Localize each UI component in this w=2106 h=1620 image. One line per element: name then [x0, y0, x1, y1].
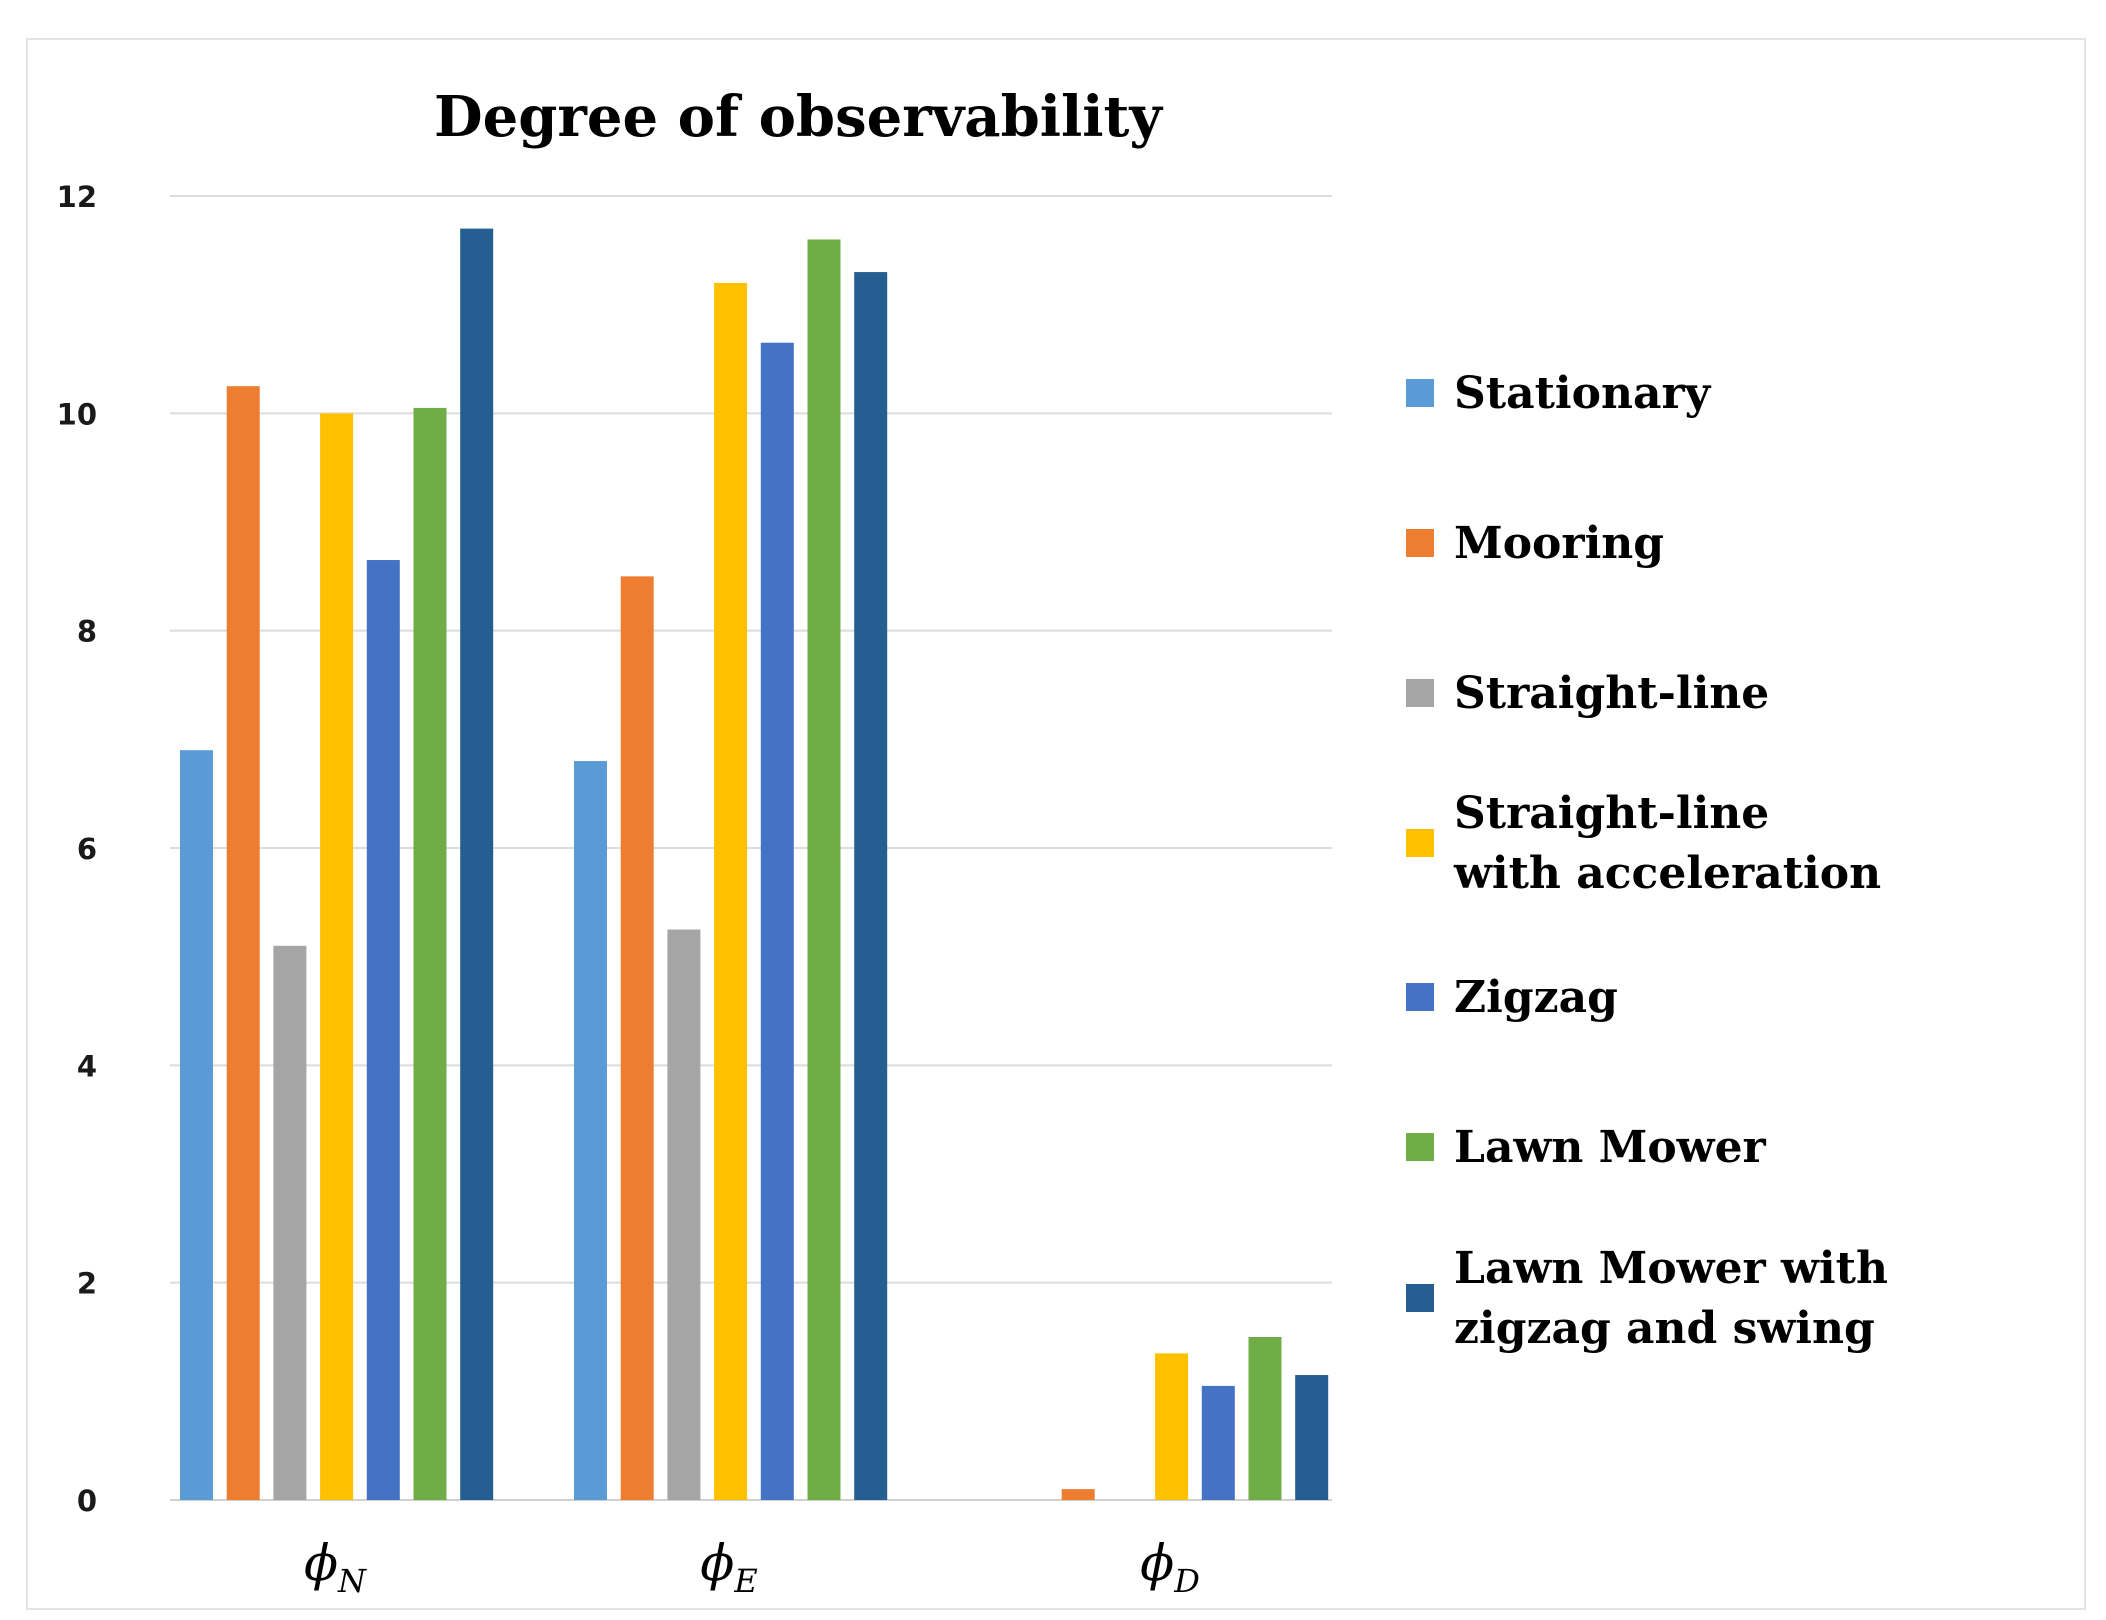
- x-axis-category-labels: ϕN ϕE ϕD: [304, 1534, 1200, 1600]
- bar-mooring-2: [1061, 1489, 1095, 1500]
- legend-label: zigzag and swing: [1454, 1303, 1875, 1354]
- y-tick-label: 6: [77, 832, 97, 866]
- bar-mooring-0: [226, 386, 260, 1501]
- bar-lawn-mower-with-zigzag-and-swing-2: [1295, 1375, 1329, 1500]
- bar-lawn-mower-2: [1248, 1337, 1282, 1500]
- legend-swatch: [1406, 1133, 1434, 1161]
- bar-straight-line-with-acceleration-0: [320, 413, 354, 1500]
- legend-item: Lawn Mower with zigzag and swing: [1406, 1243, 1888, 1354]
- legend-swatch: [1406, 679, 1434, 707]
- legend-label: Straight-line: [1454, 668, 1769, 719]
- bar-zigzag-2: [1201, 1385, 1235, 1500]
- bar-lawn-mower-0: [413, 407, 447, 1500]
- category-label: ϕN: [304, 1534, 367, 1600]
- legend-item: Lawn Mower: [1406, 1122, 1767, 1173]
- legend-item: Stationary: [1406, 368, 1712, 419]
- legend-label: Lawn Mower with: [1454, 1243, 1888, 1294]
- bar-mooring-1: [620, 576, 654, 1500]
- gridlines: [170, 195, 1332, 1501]
- category-subscript: D: [1173, 1562, 1200, 1600]
- legend-item: Straight-line: [1406, 668, 1769, 719]
- bar-zigzag-0: [366, 560, 400, 1500]
- y-tick-label: 10: [57, 397, 97, 431]
- bar-straight-line-0: [273, 945, 307, 1500]
- legend-label: with acceleration: [1453, 848, 1881, 899]
- y-tick-label: 12: [57, 180, 97, 214]
- y-tick-label: 2: [77, 1267, 97, 1301]
- bar-straight-line-with-acceleration-1: [714, 282, 748, 1500]
- legend-label: Lawn Mower: [1454, 1122, 1767, 1173]
- legend-label: Stationary: [1454, 368, 1712, 419]
- bar-straight-line-1: [667, 929, 701, 1500]
- legend-label: Straight-line: [1454, 788, 1769, 839]
- bar-lawn-mower-with-zigzag-and-swing-0: [460, 228, 494, 1501]
- legend-item: Mooring: [1406, 518, 1664, 569]
- category-subscript: N: [337, 1562, 367, 1600]
- bar-zigzag-1: [760, 342, 794, 1501]
- legend: StationaryMooringStraight-lineStraight-l…: [1406, 368, 1888, 1354]
- category-symbol: ϕ: [1140, 1534, 1174, 1592]
- y-tick-label: 4: [77, 1049, 97, 1083]
- category-label: ϕE: [700, 1534, 757, 1600]
- legend-item: Zigzag: [1406, 972, 1618, 1023]
- y-tick-label: 0: [77, 1484, 97, 1518]
- y-axis-tick-labels: 0 2 4 6 8 10 12: [57, 180, 97, 1518]
- legend-swatch: [1406, 529, 1434, 557]
- chart-title: Degree of observability: [434, 84, 1163, 150]
- bar-lawn-mower-1: [807, 239, 841, 1500]
- legend-label: Mooring: [1454, 518, 1664, 569]
- category-symbol: ϕ: [304, 1534, 338, 1592]
- legend-swatch: [1406, 829, 1434, 857]
- y-tick-label: 8: [77, 615, 97, 649]
- legend-swatch: [1406, 983, 1434, 1011]
- category-label: ϕD: [1140, 1534, 1200, 1600]
- bars: [180, 228, 1329, 1501]
- legend-item: Straight-line with acceleration: [1406, 788, 1881, 899]
- category-symbol: ϕ: [700, 1534, 734, 1592]
- category-subscript: E: [733, 1562, 757, 1600]
- legend-swatch: [1406, 379, 1434, 407]
- legend-label: Zigzag: [1454, 972, 1618, 1023]
- bar-stationary-0: [180, 750, 213, 1500]
- bar-straight-line-with-acceleration-2: [1155, 1353, 1189, 1500]
- legend-swatch: [1406, 1284, 1434, 1312]
- bar-stationary-1: [574, 761, 607, 1500]
- bar-lawn-mower-with-zigzag-and-swing-1: [854, 272, 888, 1501]
